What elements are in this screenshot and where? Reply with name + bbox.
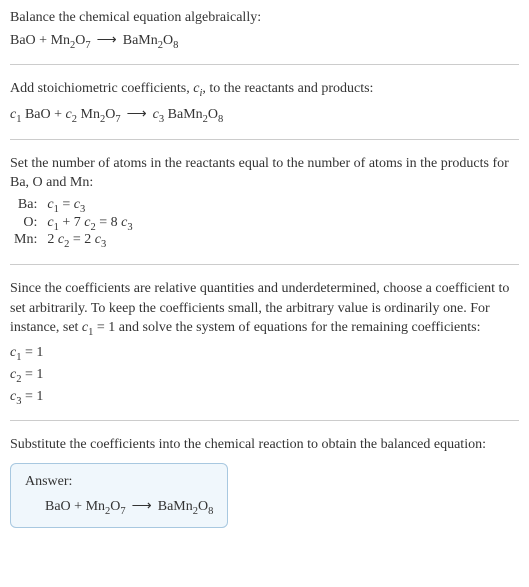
- coeff-intro: Add stoichiometric coefficients, ci, to …: [10, 79, 519, 101]
- reactant-o: O: [75, 33, 85, 48]
- table-row: O: c1 + 7 c2 = 8 c3: [10, 215, 137, 233]
- c2-val: c2 = 1: [10, 367, 519, 385]
- balanced-equation: BaO + Mn2O7⟶BaMn2O8: [25, 498, 213, 517]
- mn-3: 3: [101, 239, 106, 250]
- ans-8: 8: [208, 506, 213, 517]
- atoms-intro: Set the number of atoms in the reactants…: [10, 154, 519, 193]
- o-eq8: = 8: [96, 215, 121, 230]
- ans-arrow: ⟶: [132, 499, 152, 514]
- arrow-icon: ⟶: [97, 33, 117, 48]
- answer-box: Answer: BaO + Mn2O7⟶BaMn2O8: [10, 463, 228, 528]
- section-answer: Substitute the coefficients into the che…: [10, 435, 519, 527]
- el-o: O:: [10, 215, 43, 233]
- section-problem: Balance the chemical equation algebraica…: [10, 8, 519, 50]
- mn-2a: 2: [47, 232, 58, 247]
- section-atoms: Set the number of atoms in the reactants…: [10, 154, 519, 251]
- o-7: 7: [115, 114, 120, 125]
- o8-8: 8: [218, 114, 223, 125]
- ans-7: 7: [120, 506, 125, 517]
- c2v-eq: = 1: [21, 367, 43, 382]
- answer-intro: Substitute the coefficients into the che…: [10, 435, 519, 455]
- sub-8: 8: [173, 39, 178, 50]
- ans-plus: +: [71, 499, 86, 514]
- coeff-intro-b: , to the reactants and products:: [202, 81, 373, 96]
- c1-val: c1 = 1: [10, 345, 519, 363]
- o-plus7: + 7: [59, 215, 84, 230]
- ans-mn: Mn: [86, 499, 105, 514]
- c1-1: 1: [16, 114, 21, 125]
- atoms-table: Ba: c1 = c3 O: c1 + 7 c2 = 8 c3 Mn: 2 c2…: [10, 197, 137, 250]
- table-row: Ba: c1 = c3: [10, 197, 137, 215]
- plus2: +: [51, 107, 66, 122]
- bamn2o8: BaMn2O8: [168, 107, 224, 122]
- solve-intro: Since the coefficients are relative quan…: [10, 279, 519, 341]
- ans-bao: BaO: [45, 499, 71, 514]
- arrow2: ⟶: [127, 107, 147, 122]
- coeff-intro-a: Add stoichiometric coefficients,: [10, 81, 193, 96]
- c3-3: 3: [159, 114, 164, 125]
- eq-ba: c1 = c3: [43, 197, 136, 215]
- reactant-bao: BaO: [10, 33, 36, 48]
- divider-3: [10, 264, 519, 265]
- answer-label: Answer:: [25, 474, 213, 490]
- o-txt: O: [105, 107, 115, 122]
- el-ba: Ba:: [10, 197, 43, 215]
- divider-4: [10, 420, 519, 421]
- mn-txt: Mn: [81, 107, 100, 122]
- eq-o: c1 + 7 c2 = 8 c3: [43, 215, 136, 233]
- sub-7: 7: [85, 39, 90, 50]
- bao: BaO: [25, 107, 51, 122]
- mn-eq2: = 2: [69, 232, 94, 247]
- plus: +: [36, 33, 51, 48]
- o8-txt: O: [208, 107, 218, 122]
- divider: [10, 64, 519, 65]
- ans-o8: O: [198, 499, 208, 514]
- product-o: O: [163, 33, 173, 48]
- solve-b: = 1 and solve the system of equations fo…: [93, 320, 480, 335]
- reactant-mn: Mn: [51, 33, 70, 48]
- section-coefficients: Add stoichiometric coefficients, ci, to …: [10, 79, 519, 124]
- c1v-eq: = 1: [21, 345, 43, 360]
- bao-txt: BaO: [25, 107, 51, 122]
- eq-mn: 2 c2 = 2 c3: [43, 232, 136, 250]
- bamn-txt: BaMn: [168, 107, 203, 122]
- section-solve: Since the coefficients are relative quan…: [10, 279, 519, 406]
- unbalanced-equation: BaO + Mn2O7⟶BaMn2O8: [10, 32, 519, 51]
- ba-eq: =: [59, 197, 74, 212]
- ans-bamn: BaMn: [158, 499, 193, 514]
- c3v-eq: = 1: [21, 389, 43, 404]
- c2-2: 2: [72, 114, 77, 125]
- mn2o7: Mn2O7: [81, 107, 121, 122]
- divider-2: [10, 139, 519, 140]
- problem-text: Balance the chemical equation algebraica…: [10, 8, 519, 28]
- c3-val: c3 = 1: [10, 389, 519, 407]
- ba-3: 3: [80, 204, 85, 215]
- coeff-equation: c1 BaO + c2 Mn2O7⟶c3 BaMn2O8: [10, 106, 519, 125]
- product-bamn: BaMn: [123, 33, 158, 48]
- ans-o: O: [110, 499, 120, 514]
- table-row: Mn: 2 c2 = 2 c3: [10, 232, 137, 250]
- el-mn: Mn:: [10, 232, 43, 250]
- o-3: 3: [127, 221, 132, 232]
